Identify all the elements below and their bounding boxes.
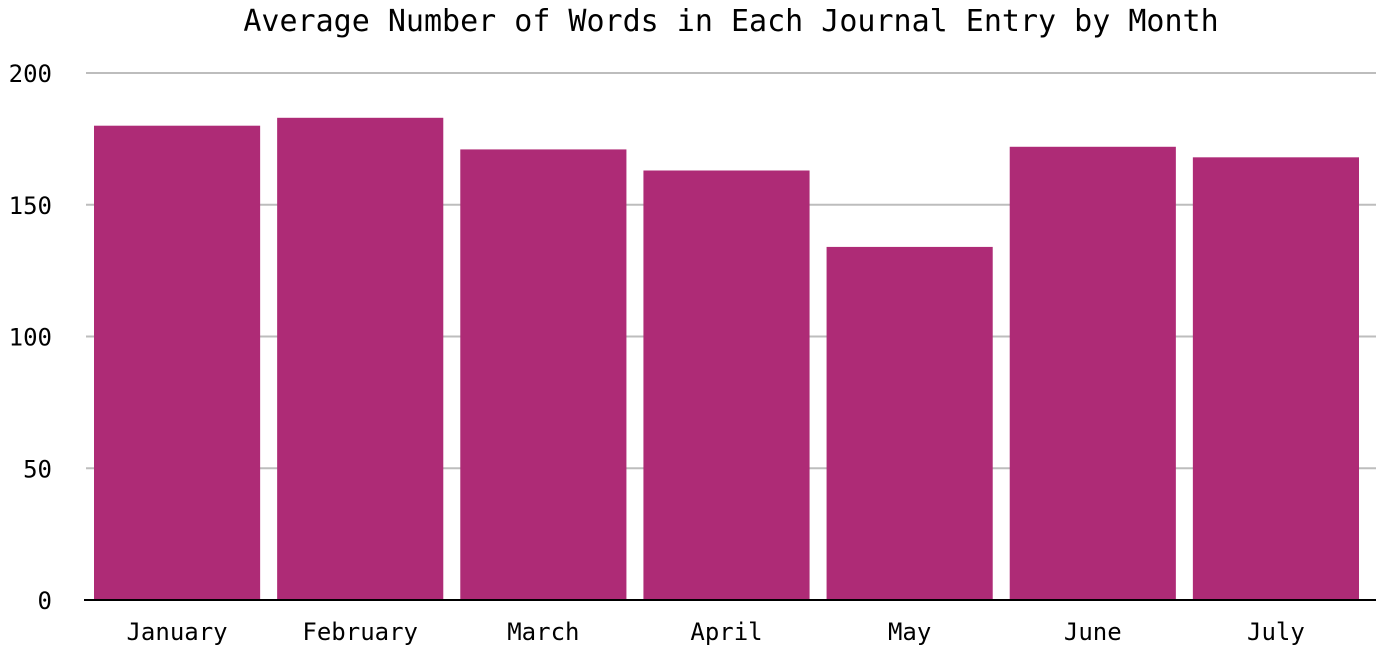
bar-january: [94, 125, 261, 600]
y-tick-label: 150: [9, 192, 52, 220]
x-axis-ticks: January February March April May June July: [126, 618, 1304, 646]
bar-june: [1009, 146, 1176, 600]
x-tick-label: May: [888, 618, 931, 646]
bar-april: [643, 170, 810, 600]
chart-title: Average Number of Words in Each Journal …: [243, 4, 1218, 39]
bar-july: [1192, 157, 1359, 600]
bars: [94, 117, 1359, 601]
x-tick-label: July: [1247, 618, 1305, 646]
x-tick-label: June: [1064, 618, 1122, 646]
bar-february: [277, 117, 444, 601]
x-tick-label: April: [690, 618, 762, 646]
x-tick-label: January: [126, 618, 227, 646]
y-tick-label: 0: [38, 587, 52, 615]
y-axis-ticks: 0 50 100 150 200: [9, 60, 52, 615]
x-tick-label: March: [507, 618, 579, 646]
y-tick-label: 200: [9, 60, 52, 88]
bar-march: [460, 149, 627, 601]
y-tick-label: 100: [9, 324, 52, 352]
x-tick-label: February: [302, 618, 418, 646]
bar-may: [826, 246, 993, 600]
y-tick-label: 50: [23, 455, 52, 483]
